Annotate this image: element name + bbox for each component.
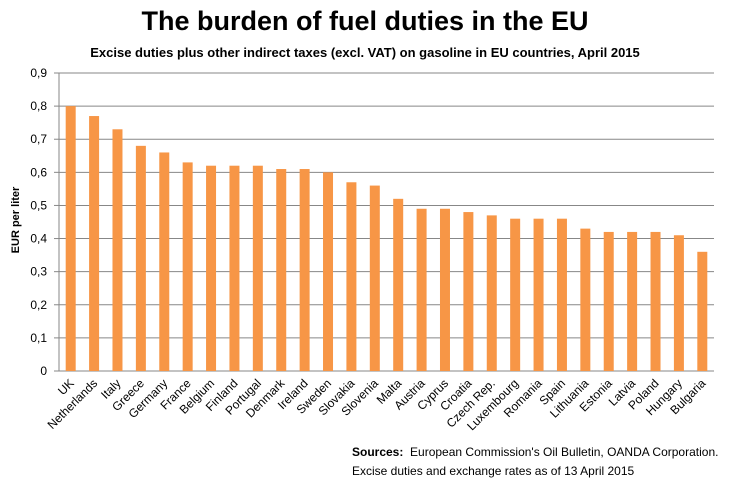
bar (463, 212, 474, 371)
sources-line2: Excise duties and exchange rates as of 1… (352, 464, 635, 478)
bar (650, 231, 661, 371)
bar (673, 235, 684, 371)
bar (65, 106, 76, 371)
y-tick-label: 0 (40, 364, 47, 378)
y-tick-label: 0,7 (30, 132, 47, 146)
bar (369, 185, 380, 371)
bar (135, 145, 146, 371)
y-axis-label: EUR per liter (10, 186, 22, 253)
sources-note: Sources: European Commission's Oil Bulle… (352, 443, 718, 481)
bar (159, 152, 170, 371)
sources-label: Sources: (352, 445, 404, 459)
bar (439, 208, 450, 371)
bar (533, 218, 544, 371)
y-tick-label: 0,6 (30, 165, 47, 179)
gridlines (59, 72, 714, 372)
bar (486, 215, 497, 371)
bar (89, 116, 100, 372)
y-tick-label: 0,1 (30, 331, 47, 345)
bar (556, 218, 567, 371)
y-tick-label: 0,4 (30, 232, 47, 246)
bar-chart: 0 0,1 0,2 0,3 0,4 0,5 0,6 0,7 0,8 0,9 UKNetherlan… (10, 66, 714, 434)
bar (112, 129, 123, 371)
bar (323, 172, 334, 371)
bar (206, 165, 217, 371)
bar (510, 218, 521, 371)
bars (65, 106, 708, 372)
bar (276, 169, 287, 371)
y-tick-label: 0,8 (30, 99, 47, 113)
bar (416, 208, 427, 371)
bar (627, 231, 638, 371)
bar (697, 251, 708, 371)
bar (580, 228, 591, 371)
bar (299, 169, 310, 371)
chart-title: The burden of fuel duties in the EU (141, 6, 589, 36)
bar (182, 162, 193, 371)
bar (229, 165, 240, 371)
y-tick-label: 0,2 (30, 298, 47, 312)
y-tick-label: 0,3 (30, 265, 47, 279)
x-axis-labels: UKNetherlandsItalyGreeceGermanyFranceBel… (45, 376, 709, 434)
bar (346, 182, 357, 371)
y-tick-label: 0,5 (30, 198, 47, 212)
bar (393, 198, 404, 371)
bar (603, 231, 614, 371)
chart-subtitle: Excise duties plus other indirect taxes … (90, 45, 640, 60)
sources-text: European Commission's Oil Bulletin, OAND… (410, 445, 719, 459)
y-tick-label: 0,9 (30, 66, 47, 80)
bar (252, 165, 263, 371)
